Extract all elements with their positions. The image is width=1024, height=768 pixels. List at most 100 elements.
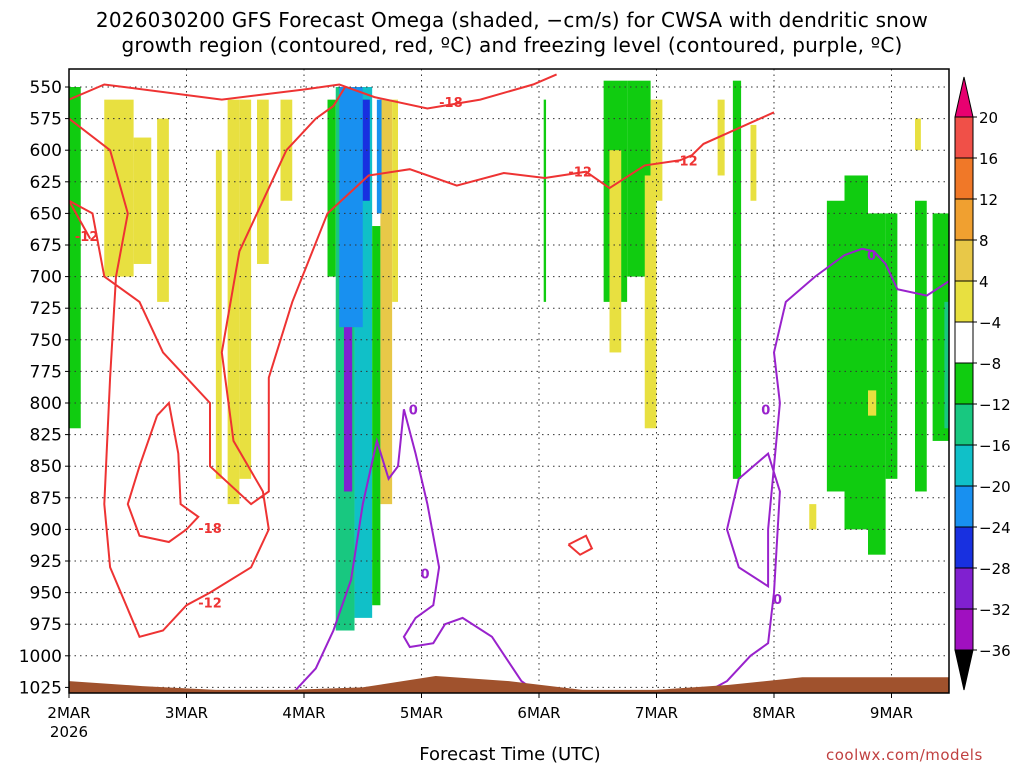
colorbar-swatch [954,526,974,569]
omega-cell [343,327,353,492]
omega-cell [809,504,817,530]
y-tick-label: 925 [30,552,62,572]
colorbar-swatch [954,280,974,323]
contour-line [69,73,557,110]
contour-label: -12 [568,166,592,181]
colorbar-swatch [954,239,974,282]
contour-label: -12 [75,230,99,245]
colorbar-top-arrow [954,76,974,118]
contour-label: 0 [773,593,782,608]
grid-lines [69,69,949,693]
y-tick-label: 675 [30,236,62,256]
y-tick-label: 975 [30,615,62,635]
x-tick-label: 8MAR [752,704,795,722]
omega-cell [327,99,336,277]
colorbar-label: −16 [979,437,1011,455]
contour-label: 0 [409,403,418,418]
colorbar-swatch [954,485,974,528]
omega-cell [133,137,152,264]
omega-cell [339,87,363,328]
omega-cell [227,99,240,505]
x-tick-sublabel: 2026 [50,723,88,741]
contour-label: 0 [867,249,876,264]
colorbar-label: 8 [979,232,989,250]
omega-shading [69,80,949,631]
omega-cell [844,175,868,530]
omega-cell [915,118,921,151]
y-tick-label: 750 [30,331,62,351]
colorbar-label: −24 [979,519,1011,537]
omega-cell [732,80,742,479]
colorbar: 20 16 12 8 4 −4 −8 −12 −16 −20 −24 −28 −32 −36 [954,76,1011,691]
contour-label: 0 [761,403,770,418]
omega-cell [826,200,845,492]
omega-cell [868,213,886,555]
colorbar-label: 4 [979,273,989,291]
y-tick-label: 650 [30,204,62,224]
y-tick-label: 950 [30,584,62,604]
x-tick-label: 6MAR [517,704,560,722]
colorbar-swatch [954,116,974,159]
y-tick-label: 625 [30,173,62,193]
y-tick-label: 875 [30,489,62,509]
omega-cell [215,150,222,479]
colorbar-bottom-arrow [954,649,974,691]
colorbar-label: −4 [979,314,1001,332]
colorbar-swatch [954,157,974,200]
colorbar-swatch [954,403,974,446]
x-tick-label: 7MAR [635,704,678,722]
x-tick-label: 5MAR [400,704,443,722]
y-tick-label: 575 [30,110,62,130]
x-axis-label: Forecast Time (UTC) [419,744,601,765]
omega-cell [609,150,622,353]
x-tick-label: 2MAR [47,704,90,722]
y-tick-label: 900 [30,520,62,540]
plot-frame [68,68,950,694]
colorbar-label: −36 [979,642,1011,660]
y-tick-label: 550 [30,78,62,98]
omega-cell [376,99,382,214]
x-tick-label: 3MAR [165,704,208,722]
contour-label: -12 [198,597,222,612]
omega-cell [239,99,252,479]
omega-cell [750,124,757,201]
omega-cell [157,118,169,302]
omega-cell [392,99,398,302]
omega-cell [717,99,725,176]
y-tick-label: 600 [30,141,62,161]
chart-title-line1: 2026030200 GFS Forecast Omega (shaded, −… [95,8,929,32]
omega-cell [104,99,134,277]
contour-line [567,534,594,556]
colorbar-label: −12 [979,396,1011,414]
colorbar-label: −32 [979,601,1011,619]
contour-line [69,86,346,638]
contour-line [126,400,200,544]
colorbar-swatch [954,444,974,487]
colorbar-swatch [954,567,974,610]
y-tick-label: 725 [30,299,62,319]
terrain-surface [69,676,949,693]
y-axis-ticks: 550 575 600 625 650 675 700 725 750 775 800 825 850 8… [19,78,69,698]
omega-cell [543,99,547,302]
y-tick-label: 1025 [19,678,62,698]
terrain-fill [69,676,949,693]
x-tick-label: 4MAR [282,704,325,722]
colorbar-label: 16 [979,150,998,168]
omega-cell [885,213,898,479]
contour-label: 0 [421,568,430,583]
omega-cell [380,99,393,505]
colorbar-label: −20 [979,478,1011,496]
contour-label: -18 [439,96,463,111]
y-tick-label: 800 [30,394,62,414]
credit-link[interactable]: coolwx.com/models [826,746,983,764]
contour-line [291,409,540,693]
contour-line [69,200,92,240]
colorbar-label: −8 [979,355,1001,373]
y-tick-label: 1000 [19,647,62,667]
contour-label: -18 [198,522,222,537]
omega-cell [650,99,663,201]
colorbar-swatch [954,198,974,241]
contour-line [69,111,775,506]
